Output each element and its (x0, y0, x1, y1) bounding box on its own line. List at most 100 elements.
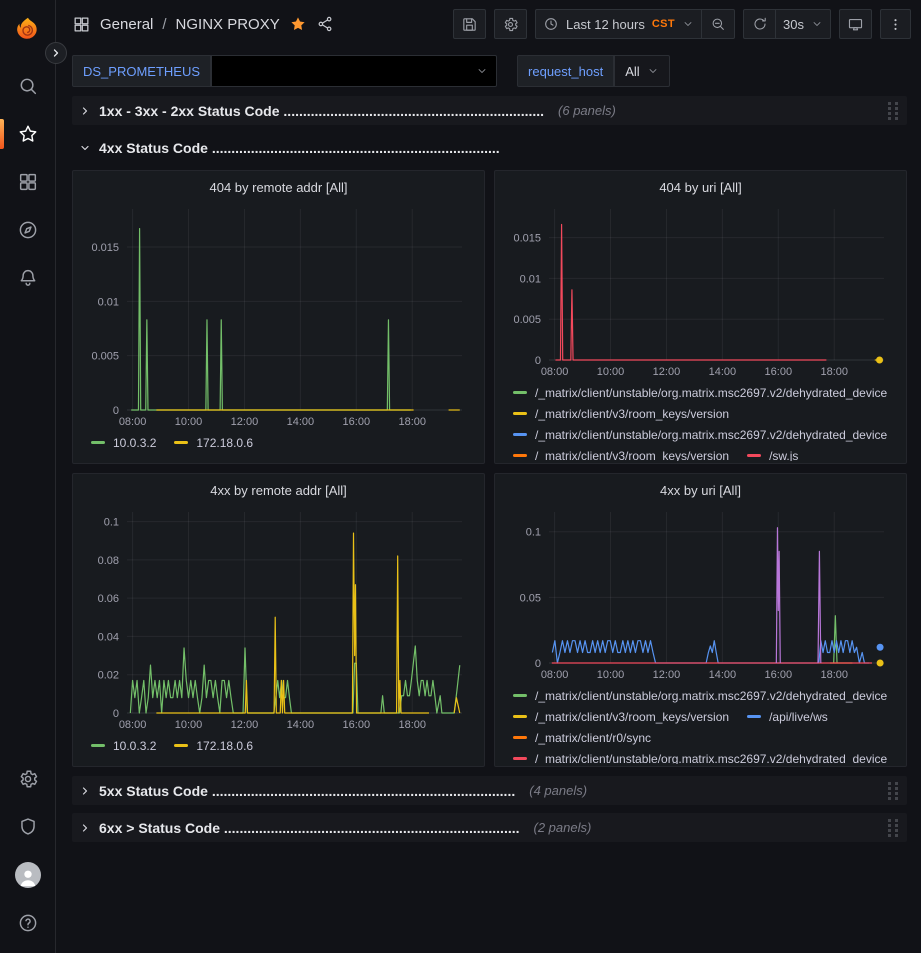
chart-legend: 10.0.3.2 172.18.0.6 (81, 429, 476, 461)
expand-sidebar-button[interactable] (45, 42, 67, 64)
svg-text:0.01: 0.01 (520, 273, 541, 285)
sidebar-item-configuration[interactable] (0, 755, 56, 803)
legend-item[interactable]: /_matrix/client/v3/room_keys/version (513, 445, 729, 461)
panel-title[interactable]: 404 by remote addr [All] (209, 180, 348, 195)
chevron-right-icon (53, 49, 59, 57)
legend-series-swatch (513, 694, 527, 697)
legend-series-swatch (747, 454, 762, 457)
sidebar-item-search[interactable] (0, 62, 56, 110)
zoom-out-button[interactable] (702, 9, 736, 39)
share-icon[interactable] (316, 15, 334, 33)
drag-handle-icon[interactable] (886, 780, 900, 802)
sidebar-item-explore[interactable] (0, 206, 56, 254)
timeseries-chart[interactable]: 0 0.005 0.01 0.015 08:00 10:00 12:00 14:00 16:00… (503, 199, 898, 379)
legend-item[interactable]: 172.18.0.6 (174, 432, 253, 453)
legend-item[interactable]: 10.0.3.2 (91, 432, 156, 453)
dashboard-settings-button[interactable] (494, 9, 528, 39)
row-5xx[interactable]: 5xx Status Code ........................… (72, 776, 907, 805)
favorite-star-icon[interactable] (289, 15, 307, 33)
legend-item[interactable]: /_matrix/client/unstable/org.matrix.msc2… (513, 424, 887, 445)
breadcrumb-separator: / (162, 15, 167, 33)
svg-text:18:00: 18:00 (398, 719, 426, 731)
legend-item[interactable]: /_matrix/client/v3/room_keys/version (513, 403, 729, 424)
request-host-select[interactable]: All (614, 55, 670, 87)
row-title-leader: ........................................… (279, 102, 545, 119)
legend-item[interactable]: 172.18.0.6 (174, 735, 253, 756)
legend-series-swatch (513, 715, 527, 718)
legend-item[interactable]: /_matrix/client/unstable/org.matrix.msc2… (513, 382, 887, 403)
svg-text:16:00: 16:00 (765, 669, 793, 681)
datasource-select[interactable] (211, 55, 498, 87)
chevron-down-icon (813, 22, 821, 26)
timeseries-chart[interactable]: 0 0.02 0.04 0.06 0.08 0.1 08:00 10:00 12:00 14:00… (81, 502, 476, 732)
svg-text:18:00: 18:00 (820, 669, 848, 681)
legend-series-swatch (513, 454, 527, 457)
legend-item[interactable]: /_matrix/client/r0/sync (513, 727, 651, 748)
sidebar-item-alerting[interactable] (0, 254, 56, 302)
save-dashboard-button[interactable] (453, 9, 487, 39)
compass-icon (19, 221, 36, 239)
sidebar-item-dashboards[interactable] (0, 158, 56, 206)
sidebar-item-profile[interactable] (0, 851, 56, 899)
svg-text:0.06: 0.06 (98, 593, 119, 605)
tv-mode-button[interactable] (839, 9, 872, 39)
drag-handle-icon[interactable] (886, 817, 900, 839)
chart-legend: 10.0.3.2 172.18.0.6 (81, 732, 476, 764)
row-4xx[interactable]: 4xx Status Code ........................… (72, 133, 907, 162)
panel-grid: 404 by remote addr [All] 0 0.005 0.01 0.015… (72, 170, 907, 767)
row-1xx-3xx-2xx[interactable]: 1xx - 3xx - 2xx Status Code ............… (72, 96, 907, 125)
row-6xx[interactable]: 6xx > Status Code ......................… (72, 813, 907, 842)
sidebar-item-help[interactable] (0, 899, 56, 947)
sidebar-item-server-admin[interactable] (0, 803, 56, 851)
svg-text:12:00: 12:00 (231, 416, 259, 428)
svg-text:0.005: 0.005 (513, 314, 541, 326)
panel-title[interactable]: 4xx by remote addr [All] (210, 483, 347, 498)
row-panel-count: (4 panels) (529, 783, 588, 798)
chevron-right-icon (82, 823, 88, 832)
timeseries-chart[interactable]: 0 0.005 0.01 0.015 08:00 10:00 12:00 14:00 16:00… (81, 199, 476, 429)
monitor-icon (848, 18, 863, 30)
svg-text:0.005: 0.005 (91, 351, 119, 363)
legend-item[interactable]: /_matrix/client/unstable/org.matrix.msc2… (513, 685, 887, 706)
svg-text:08:00: 08:00 (119, 416, 147, 428)
svg-text:08:00: 08:00 (541, 366, 569, 378)
legend-item[interactable]: 10.0.3.2 (91, 735, 156, 756)
row-title-leader: ........................................… (207, 139, 500, 156)
save-icon (463, 17, 476, 31)
refresh-interval-button[interactable]: 30s (776, 9, 831, 39)
request-host-value: All (625, 63, 640, 79)
grafana-logo[interactable] (0, 10, 56, 50)
page-title[interactable]: NGINX PROXY (175, 15, 280, 33)
panel-title[interactable]: 404 by uri [All] (659, 180, 742, 195)
dashboards-grid-icon (19, 173, 36, 191)
legend-item[interactable]: /sw.js (747, 445, 798, 461)
refresh-button[interactable] (743, 9, 777, 39)
legend-series-swatch (513, 433, 527, 436)
panel-title[interactable]: 4xx by uri [All] (660, 483, 741, 498)
legend-series-name: /_matrix/client/unstable/org.matrix.msc2… (535, 427, 888, 442)
timeseries-chart[interactable]: 0 0.05 0.1 08:00 10:00 12:00 14:00 16:00 18:00 (503, 502, 898, 682)
svg-text:14:00: 14:00 (287, 719, 315, 731)
svg-text:0.015: 0.015 (513, 233, 541, 245)
legend-series-name: 10.0.3.2 (113, 738, 157, 753)
refresh-icon (754, 17, 766, 30)
legend-series-name: 172.18.0.6 (196, 435, 254, 450)
shield-icon (20, 818, 35, 835)
row-title: 4xx Status Code (99, 139, 208, 156)
legend-item[interactable]: /_matrix/client/v3/room_keys/version (513, 706, 729, 727)
legend-item[interactable]: /api/live/ws (747, 706, 828, 727)
svg-text:18:00: 18:00 (398, 416, 426, 428)
legend-item[interactable]: /_matrix/client/unstable/org.matrix.msc2… (513, 748, 887, 764)
variables-submenu: DS_PROMETHEUS request_host All (56, 48, 921, 94)
svg-text:16:00: 16:00 (343, 719, 371, 731)
time-controls: Last 12 hours CST (535, 9, 736, 39)
breadcrumb-section[interactable]: General (100, 15, 154, 33)
svg-text:16:00: 16:00 (343, 416, 371, 428)
drag-handle-icon[interactable] (886, 100, 900, 122)
star-icon (19, 125, 36, 142)
legend-series-name: /_matrix/client/unstable/org.matrix.msc2… (535, 688, 888, 703)
more-options-button[interactable] (880, 9, 911, 39)
sidebar-item-starred[interactable] (0, 110, 56, 158)
time-picker-button[interactable]: Last 12 hours CST (535, 9, 703, 39)
